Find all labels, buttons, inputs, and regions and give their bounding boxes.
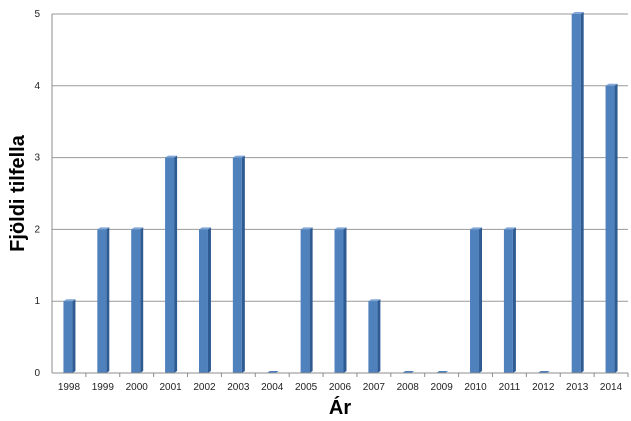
x-tick-label-2003: 2003: [227, 382, 250, 393]
bar-2005: [300, 227, 313, 373]
bar-front-2003: [232, 157, 242, 373]
bar-front-2001: [165, 157, 175, 373]
x-tick-label-2010: 2010: [464, 382, 487, 393]
x-tick-label-2009: 2009: [431, 382, 454, 393]
bar-1999: [97, 227, 110, 373]
bar-side-2003: [241, 155, 245, 373]
bar-top-2006: [334, 227, 347, 230]
bars: [63, 12, 618, 374]
x-tick-label-2014: 2014: [600, 382, 623, 393]
bar-side-2007: [377, 299, 381, 373]
bar-side-1999: [106, 227, 110, 373]
x-axis-title: Ár: [329, 396, 351, 419]
bar-top-2001: [165, 155, 178, 158]
bar-side-2001: [174, 155, 178, 373]
y-axis-title: Fjöldi tilfella: [7, 134, 29, 252]
bar-top-2014: [605, 83, 618, 86]
bar-top-2000: [131, 227, 144, 230]
bar-top-1999: [97, 227, 110, 230]
bar-front-2014: [605, 85, 615, 374]
x-tick-label-2004: 2004: [261, 382, 284, 393]
x-tick-label-2013: 2013: [566, 382, 589, 393]
bar-top-2011: [503, 227, 516, 230]
bar-top-1998: [63, 299, 76, 302]
x-tick-label-2002: 2002: [193, 382, 216, 393]
x-tick-label-1998: 1998: [58, 382, 81, 393]
bar-side-2006: [343, 227, 347, 373]
x-tick-label-2001: 2001: [159, 382, 182, 393]
bar-top-2003: [232, 155, 245, 158]
bar-2013: [571, 12, 584, 373]
x-tick-label-2011: 2011: [499, 382, 521, 393]
bar-2002: [198, 227, 211, 373]
bar-2014: [605, 83, 618, 374]
y-tick-label-0: 0: [34, 368, 40, 379]
bar-side-1998: [72, 299, 76, 373]
bar-front-2010: [470, 229, 480, 373]
bar-side-2014: [614, 83, 618, 374]
y-tick-label-4: 4: [34, 81, 40, 92]
bar-2000: [131, 227, 144, 373]
y-tick-label-3: 3: [34, 153, 40, 164]
bar-side-2013: [580, 12, 584, 373]
bar-side-2010: [479, 227, 483, 373]
x-tick-label-2000: 2000: [126, 382, 149, 393]
bar-2006: [334, 227, 347, 373]
y-tick-label-5: 5: [34, 9, 40, 20]
grid-lines: [52, 13, 628, 302]
bar-top-2007: [368, 299, 381, 302]
bar-front-2011: [503, 229, 513, 373]
bar-front-2013: [571, 14, 581, 373]
bar-2010: [470, 227, 483, 373]
x-tick-label-2005: 2005: [295, 382, 318, 393]
x-axis-ticks: 1998 1999 2000 2001 2002 2003 2004 2005 2006 2007…: [58, 373, 629, 393]
y-tick-label-2: 2: [34, 224, 40, 235]
bar-front-2005: [300, 229, 310, 373]
bar-side-2000: [140, 227, 144, 373]
y-tick-label-1: 1: [34, 296, 40, 307]
bar-front-1998: [63, 301, 73, 373]
bar-front-1999: [97, 229, 107, 373]
bar-2001: [165, 155, 178, 373]
bar-side-2002: [207, 227, 211, 373]
x-tick-label-2007: 2007: [363, 382, 386, 393]
bar-top-2013: [571, 12, 584, 14]
y-axis-ticks: 0 1 2 3 4 5: [34, 9, 40, 379]
bar-front-2006: [334, 229, 344, 373]
bar-2003: [232, 155, 245, 373]
bar-top-2005: [300, 227, 313, 230]
bar-front-2002: [198, 229, 208, 373]
bar-2007: [368, 299, 381, 373]
bar-front-2000: [131, 229, 141, 373]
x-tick-label-2012: 2012: [532, 382, 555, 393]
x-tick-label-2006: 2006: [329, 382, 352, 393]
bar-side-2005: [309, 227, 313, 373]
bar-front-2007: [368, 301, 378, 373]
bar-1998: [63, 299, 76, 373]
bar-2011: [503, 227, 516, 373]
x-tick-label-2008: 2008: [397, 382, 420, 393]
bar-top-2002: [198, 227, 211, 230]
bar-side-2011: [512, 227, 516, 373]
x-tick-label-1999: 1999: [92, 382, 115, 393]
bar-top-2010: [470, 227, 483, 230]
